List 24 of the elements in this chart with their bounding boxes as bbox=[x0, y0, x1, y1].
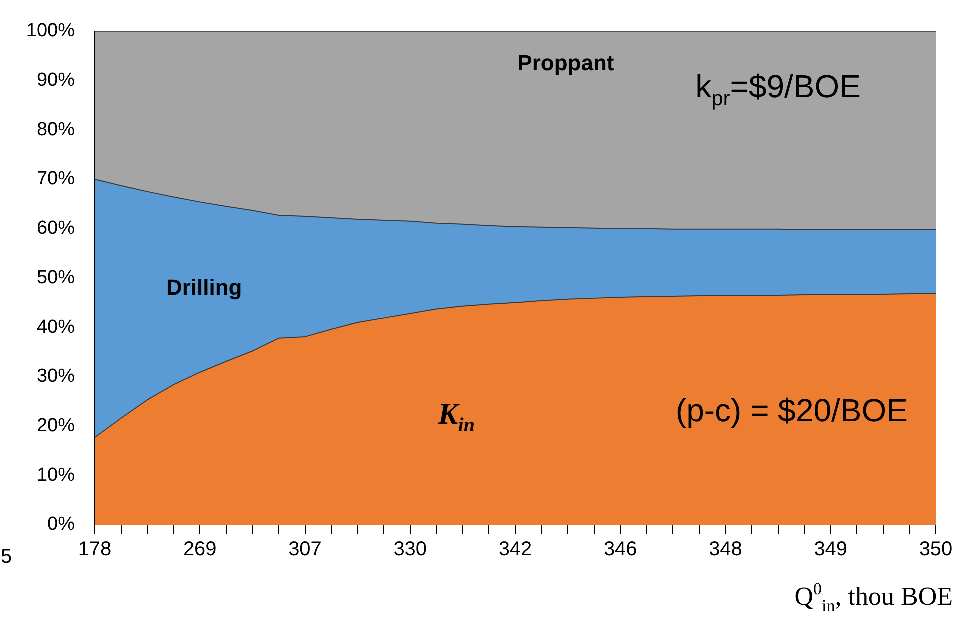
text: 5 bbox=[1, 546, 12, 568]
x-tick-label: 269 bbox=[183, 538, 217, 561]
y-tick-label: 70% bbox=[36, 168, 76, 190]
annotation: (p-c) = $20/BOE bbox=[676, 392, 908, 428]
y-tick-label: 50% bbox=[36, 267, 76, 288]
x-tick-label: 348 bbox=[709, 538, 742, 561]
y-tick-label: 30% bbox=[36, 366, 76, 388]
y-tick-label: 40% bbox=[36, 316, 76, 338]
y-tick-label: 100% bbox=[26, 20, 76, 42]
x-tick-label: 350 bbox=[919, 538, 953, 561]
series-label: Drilling bbox=[166, 275, 242, 300]
x-tick-label: 349 bbox=[814, 538, 848, 561]
y-tick-label: 20% bbox=[36, 416, 76, 437]
x-tick-label: 178 bbox=[78, 538, 112, 561]
y-tick-label: 60% bbox=[36, 218, 76, 240]
y-tick-label: 0% bbox=[48, 514, 76, 536]
x-tick-label: 330 bbox=[394, 538, 428, 561]
x-tick-label: 346 bbox=[604, 538, 638, 561]
series-label: Proppant bbox=[518, 50, 615, 76]
y-tick-label: 10% bbox=[36, 464, 76, 486]
x-tick-label: 342 bbox=[498, 538, 532, 561]
y-tick-label: 80% bbox=[36, 119, 76, 140]
y-tick-label: 90% bbox=[36, 70, 76, 91]
x-tick-label: 307 bbox=[288, 538, 322, 561]
